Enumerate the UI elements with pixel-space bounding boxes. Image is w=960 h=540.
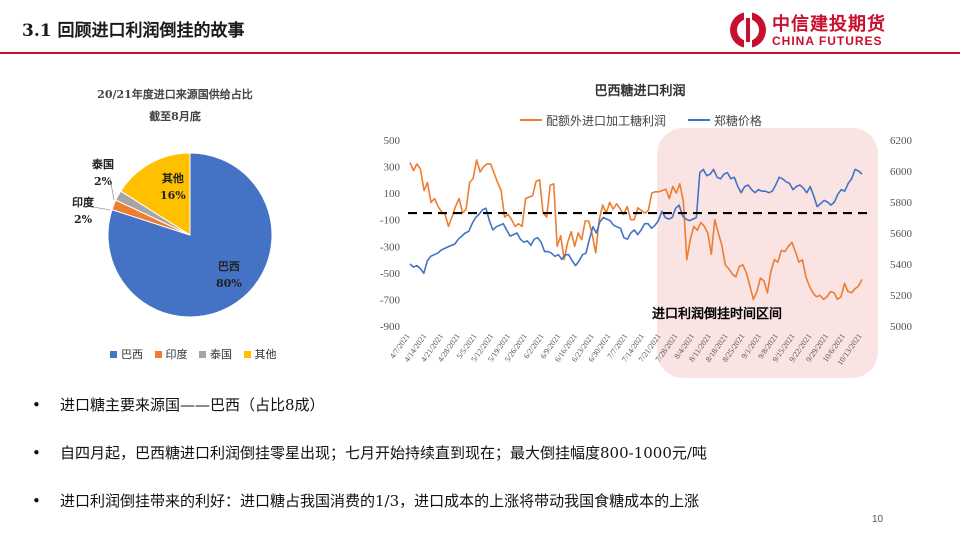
- company-logo: 中信建投期货 CHINA FUTURES: [728, 8, 928, 52]
- right-axis-tick: 5400: [890, 259, 913, 271]
- bullet-dot: •: [32, 444, 41, 462]
- left-axis-tick: -500: [380, 268, 401, 280]
- pie-label-brazil: 巴西 80%: [216, 260, 242, 290]
- right-axis-tick: 6000: [890, 166, 913, 178]
- left-axis-tick: 500: [384, 135, 401, 147]
- pie-leader-india: [87, 205, 111, 211]
- pie-title-line2: 截至8月底: [149, 110, 201, 123]
- pie-legend-item: 印度: [154, 346, 188, 362]
- legend-swatch: [154, 350, 162, 358]
- price-series-line: [409, 168, 863, 275]
- pie-legend-item: 其他: [243, 346, 277, 362]
- pie-legend: 巴西 印度 泰国 其他: [110, 346, 285, 362]
- pie-label-india: 印度 2%: [72, 196, 94, 226]
- bullet-item: • 进口糖主要来源国——巴西（占比8成）: [30, 392, 930, 440]
- right-axis-tick: 6200: [890, 135, 913, 147]
- right-axis-tick: 5800: [890, 197, 913, 209]
- left-axis-tick: -700: [380, 294, 401, 306]
- legend-swatch: [199, 350, 206, 358]
- pie-legend-item: 泰国: [199, 346, 232, 362]
- pie-chart-title: 20/21年度进口来源国供给占比 截至8月底: [40, 84, 310, 128]
- pie-label-other: 其他 16%: [160, 172, 186, 202]
- bullet-item: • 进口利润倒挂带来的利好：进口糖占我国消费的1/3，进口成本的上涨将带动我国食糖…: [30, 488, 930, 536]
- line-legend-item-price: 郑糖价格: [687, 112, 762, 129]
- legend-swatch: [243, 350, 251, 358]
- bullet-list: • 进口糖主要来源国——巴西（占比8成） • 自四月起，巴西糖进口利润倒挂零星出现；…: [30, 392, 930, 536]
- line-legend-item-profit: 配额外进口加工糖利润: [520, 112, 666, 129]
- right-axis-tick: 5200: [890, 290, 913, 302]
- left-axis-tick: -900: [380, 321, 401, 333]
- right-axis-tick: 5000: [890, 321, 913, 333]
- legend-line: [520, 119, 542, 121]
- bullet-dot: •: [32, 396, 41, 414]
- inversion-shaded-region: [657, 128, 878, 378]
- header-divider: [0, 52, 960, 54]
- left-axis-tick: -300: [380, 241, 401, 253]
- pie-title-line1: 20/21年度进口来源国供给占比: [97, 88, 253, 101]
- left-axis-tick: 300: [384, 162, 401, 174]
- pie-leader-thailand: [109, 177, 115, 201]
- line-chart-title: 巴西糖进口利润: [594, 84, 686, 99]
- logo-chinese-name: 中信建投期货: [772, 14, 886, 35]
- left-axis-tick: 100: [384, 188, 401, 200]
- inversion-annotation: 进口利润倒挂时间区间: [652, 306, 782, 322]
- pie-legend-item: 巴西: [110, 346, 143, 362]
- page-number: 10: [872, 514, 884, 525]
- bullet-dot: •: [32, 492, 41, 510]
- legend-line: [687, 119, 710, 121]
- pie-label-thailand: 泰国 2%: [92, 158, 114, 188]
- pie-slice-other: [120, 152, 191, 236]
- bullet-item: • 自四月起，巴西糖进口利润倒挂零星出现；七月开始持续直到现在；最大倒挂幅度800…: [30, 440, 930, 488]
- right-axis-tick: 5600: [890, 228, 913, 240]
- line-chart-legend: 配额外进口加工糖利润 郑糖价格: [520, 110, 780, 129]
- left-axis-tick: -100: [380, 215, 401, 227]
- page-title: 3.1 回顾进口利润倒挂的故事: [22, 21, 245, 41]
- legend-swatch: [110, 350, 117, 358]
- citic-logo-icon: [730, 12, 766, 48]
- logo-english-name: CHINA FUTURES: [772, 34, 883, 48]
